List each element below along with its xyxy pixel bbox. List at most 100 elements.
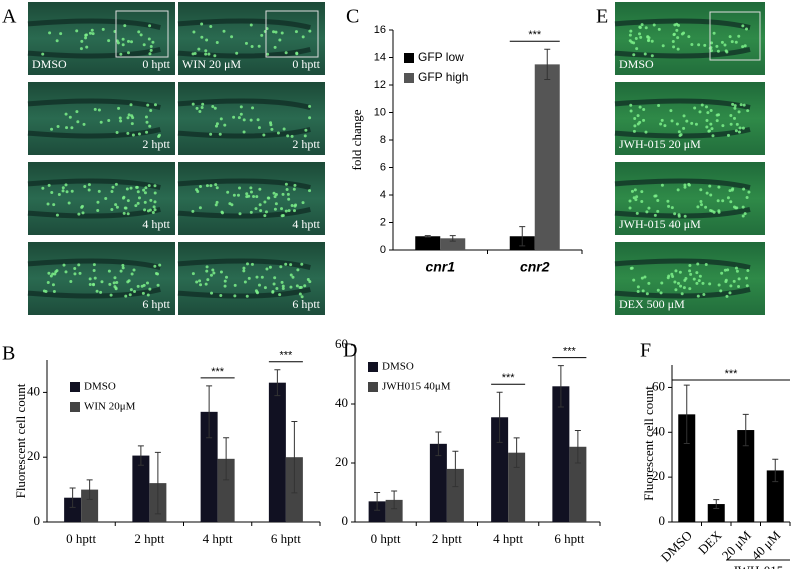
cell-dot [262,133,266,137]
cell-dot [136,190,140,194]
cell-dot [669,109,673,113]
cell-dot [741,24,745,28]
cell-dot [122,195,126,199]
cell-dot [688,287,692,291]
cell-dot [87,183,91,187]
cell-dot [144,186,148,190]
x-tick-label: 2 hptt [134,531,164,546]
cell-dot [746,269,750,273]
cell-dot [210,291,214,295]
cell-dot [99,290,103,294]
cell-dot [709,109,713,113]
panel-label: B [2,343,15,365]
cell-dot [732,116,736,120]
cell-dot [632,53,636,57]
cell-dot [292,209,296,213]
cell-dot [710,127,714,131]
cell-dot [647,38,651,42]
cell-dot [126,131,130,135]
cell-dot [659,291,663,295]
cell-dot [128,293,132,297]
cell-dot [696,294,700,298]
cell-dot [699,188,703,192]
cell-dot [742,103,746,107]
cell-dot [280,31,284,35]
cell-dot [674,269,678,273]
cell-dot [113,276,117,280]
cell-dot [75,110,79,114]
cell-dot [274,193,278,197]
cell-dot [130,272,134,276]
cell-dot [676,23,680,27]
cell-dot [640,276,644,280]
cell-dot [284,51,288,55]
cell-dot [645,292,649,296]
cell-dot [715,119,719,123]
cell-dot [684,276,688,280]
cell-dot [255,275,259,279]
cell-dot [64,112,68,116]
bar [81,489,99,522]
cell-dot [47,183,51,187]
cell-dot [258,203,262,207]
cell-dot [272,282,276,286]
cell-dot [256,118,260,122]
cell-dot [230,203,234,207]
x-tick-label: 2 hptt [432,531,462,546]
cell-dot [698,110,702,114]
cell-dot [717,210,721,214]
cell-dot [65,190,69,194]
cell-dot [636,285,640,289]
cell-dot [88,277,92,281]
cell-dot [107,39,111,43]
cell-dot [250,45,254,49]
cell-dot [690,121,694,125]
cell-dot [287,197,291,201]
image-label: 6 hptt [292,297,320,311]
cell-dot [239,105,243,109]
cell-dot [200,35,204,39]
y-tick-label: 2 [380,216,386,228]
cell-dot [717,113,721,117]
cell-dot [671,40,675,44]
cell-dot [708,184,712,188]
y-axis-title: fold change [349,109,364,170]
cell-dot [130,122,134,126]
cell-dot [279,265,283,269]
cell-dot [130,114,134,118]
cell-dot [235,51,239,55]
legend-swatch [404,53,414,63]
error-bar [742,413,749,447]
cell-dot [712,31,716,35]
cell-dot [125,187,129,191]
cell-dot [698,274,702,278]
cell-dot [111,185,115,189]
cell-dot [641,289,645,293]
cell-dot [304,128,308,132]
cell-dot [92,263,96,267]
cell-dot [62,263,66,267]
legend-label: GFP low [418,50,464,64]
cell-dot [636,290,640,294]
y-axis-title: Fluorescent cell count [13,383,28,498]
cell-dot [88,283,92,287]
cell-dot [54,270,58,274]
cell-dot [137,196,141,200]
y-tick-label: 0 [34,513,41,528]
cell-dot [720,271,724,275]
cell-dot [145,120,149,124]
cell-dot [146,103,150,107]
cell-dot [694,122,698,126]
cell-dot [97,189,101,193]
cell-dot [59,32,63,36]
cell-dot [148,24,152,28]
cell-dot [250,262,254,266]
cell-dot [244,41,248,45]
roi-box [265,10,319,58]
cell-dot [284,182,288,186]
cell-dot [290,204,294,208]
cell-dot [273,276,277,280]
cell-dot [255,290,259,294]
cell-dot [639,35,643,39]
cell-dot [729,284,733,288]
